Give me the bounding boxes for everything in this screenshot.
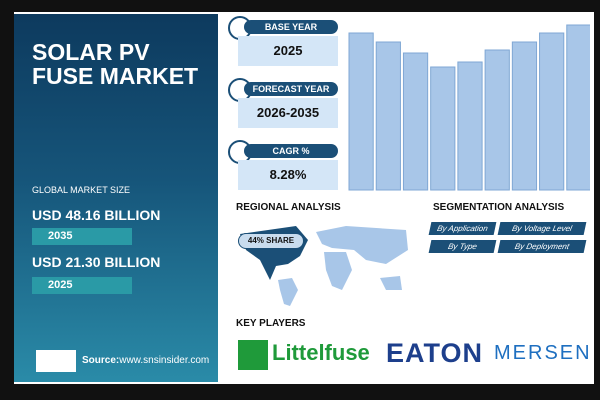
- card-value: 2026-2035: [238, 98, 338, 128]
- forecast-year: 2035: [32, 228, 132, 245]
- company: EATON: [386, 338, 484, 368]
- regional-title: REGIONAL ANALYSIS: [236, 202, 341, 213]
- title: SOLAR PV FUSE MARKET: [32, 39, 199, 89]
- company: MERSEN: [494, 342, 592, 364]
- size-label: GLOBAL MARKET SIZE: [32, 185, 131, 195]
- logo: [36, 350, 76, 372]
- source-url: www.snsinsider.com: [119, 355, 210, 366]
- card-label: CAGR %: [244, 144, 338, 158]
- bar: [511, 41, 538, 191]
- bar: [457, 61, 483, 191]
- source: Source:www.snsinsider.com: [82, 355, 209, 366]
- card-value: 8.28%: [238, 160, 338, 190]
- bar: [430, 66, 456, 191]
- players-title: KEY PLAYERS: [236, 318, 306, 329]
- bar-chart: [348, 24, 590, 191]
- card-label: BASE YEAR: [244, 20, 338, 34]
- littelfuse-icon: [238, 340, 268, 370]
- card-label: FORECAST YEAR: [244, 82, 338, 96]
- bar: [484, 49, 510, 191]
- source-label: Source:: [82, 355, 120, 366]
- forecast-value: USD 48.16 BILLION: [32, 207, 161, 223]
- segment: By Deployment: [497, 240, 587, 253]
- segment: By Application: [428, 222, 497, 235]
- bar: [348, 32, 374, 191]
- segmentation-title: SEGMENTATION ANALYSIS: [433, 202, 565, 213]
- bar: [539, 32, 565, 191]
- company: Littelfuse: [272, 340, 370, 365]
- segment: By Voltage Level: [497, 222, 587, 235]
- bar: [566, 24, 590, 191]
- card-value: 2025: [238, 36, 338, 66]
- segment: By Type: [428, 240, 497, 253]
- bar: [375, 41, 401, 191]
- left-panel: [14, 14, 218, 382]
- bar: [402, 52, 429, 191]
- share-pill: 44% SHARE: [238, 233, 304, 249]
- base-value: USD 21.30 BILLION: [32, 254, 161, 270]
- base-year: 2025: [32, 277, 132, 294]
